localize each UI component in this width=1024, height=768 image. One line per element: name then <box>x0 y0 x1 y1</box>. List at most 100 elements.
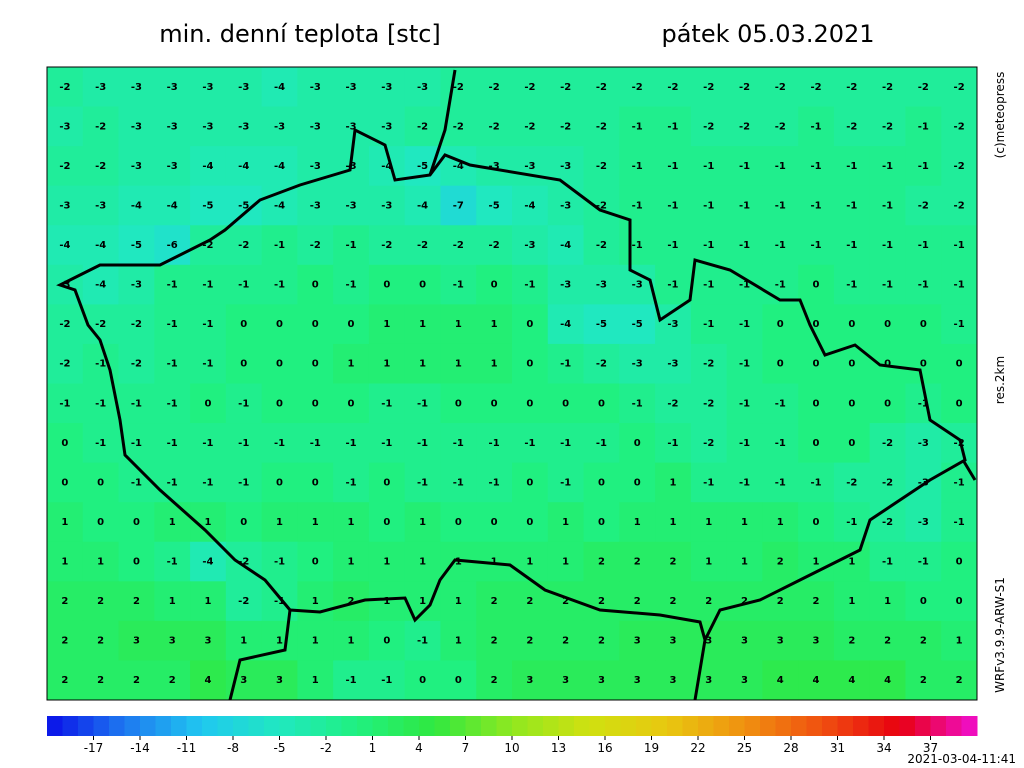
colorbar-swatch <box>171 716 187 736</box>
field-cell <box>833 423 871 464</box>
field-value: -2 <box>632 82 643 93</box>
field-value: -2 <box>703 398 714 409</box>
field-value: -1 <box>739 438 750 449</box>
field-cell <box>726 660 763 701</box>
field-cell <box>440 225 477 266</box>
colorbar-swatch <box>930 716 947 736</box>
field-value: -1 <box>59 398 70 409</box>
field-cell <box>512 541 549 582</box>
field-value: -1 <box>524 438 535 449</box>
colorbar-swatch <box>682 716 699 736</box>
field-value: -1 <box>381 398 392 409</box>
field-value: 1 <box>455 319 462 330</box>
field-value: 2 <box>348 596 355 607</box>
field-cell <box>190 383 227 424</box>
colorbar-swatch <box>915 716 931 736</box>
field-value: 1 <box>956 636 963 647</box>
field-value: -2 <box>667 82 678 93</box>
field-value: 4 <box>813 675 820 686</box>
field-value: -2 <box>238 596 249 607</box>
field-cell <box>941 660 978 701</box>
colorbar-swatch <box>760 716 776 736</box>
colorbar-swatch <box>109 716 125 736</box>
field-value: -2 <box>882 438 893 449</box>
field-cell <box>47 343 84 384</box>
colorbar-swatch <box>946 716 962 736</box>
field-value: 0 <box>133 517 140 528</box>
colorbar-swatch <box>186 716 203 736</box>
field-cell <box>798 383 835 424</box>
colorbar-swatch <box>326 716 342 736</box>
field-value: -2 <box>918 200 929 211</box>
field-value: -1 <box>632 200 643 211</box>
field-cell <box>154 304 191 345</box>
field-value: 1 <box>204 596 211 607</box>
field-cell <box>368 462 406 503</box>
field-value: -3 <box>632 280 643 291</box>
field-value: 2 <box>526 596 533 607</box>
field-cell <box>762 67 799 108</box>
field-cell <box>404 462 441 503</box>
field-value: 0 <box>348 398 355 409</box>
field-cell <box>333 660 370 701</box>
field-value: -3 <box>632 359 643 370</box>
field: -2 -3 -3 -3 -3 -3 -4 -3 -3 -3 -3 -2 -2 -2 -2 -2 -2 -2 -2 -2… <box>47 67 978 701</box>
field-value: 3 <box>669 636 676 647</box>
field-value: -3 <box>131 280 142 291</box>
field-value: 2 <box>61 675 68 686</box>
field-cell <box>440 304 477 345</box>
field-value: -3 <box>310 82 321 93</box>
field-value: 1 <box>669 477 676 488</box>
field-value: 0 <box>240 517 247 528</box>
colorbar-swatch <box>853 716 869 736</box>
field-value: 0 <box>97 517 104 528</box>
field-value: -4 <box>238 161 249 172</box>
field-value: 1 <box>562 517 569 528</box>
field-cell <box>47 462 84 503</box>
field-cell <box>225 581 263 622</box>
field-value: -1 <box>810 477 821 488</box>
colorbar-label: 37 <box>923 741 938 755</box>
field-cell <box>333 304 370 345</box>
field-value: 2 <box>598 596 605 607</box>
field-cell <box>476 67 513 108</box>
field-value: 0 <box>312 477 319 488</box>
colorbar-swatch <box>868 716 885 736</box>
border-line <box>228 69 977 701</box>
field-value: -3 <box>345 121 356 132</box>
field-value: -2 <box>524 82 535 93</box>
field-value: -4 <box>453 161 464 172</box>
field-value: -2 <box>95 121 106 132</box>
field-value: -2 <box>59 319 70 330</box>
field-value: -1 <box>810 200 821 211</box>
colorbar-label: -5 <box>274 741 286 755</box>
field-value: -3 <box>238 121 249 132</box>
field-value: -2 <box>882 121 893 132</box>
field-cell <box>905 581 942 622</box>
colorbar-swatch <box>636 716 652 736</box>
field-cell <box>333 67 370 108</box>
field-value: -2 <box>775 121 786 132</box>
field-cell <box>512 423 549 464</box>
field-value: 0 <box>526 398 533 409</box>
field-value: 3 <box>741 675 748 686</box>
field-value: 1 <box>848 596 855 607</box>
field-cell <box>941 264 978 305</box>
field-cell <box>297 423 334 464</box>
colorbar-swatch <box>713 716 730 736</box>
field-value: 0 <box>956 398 963 409</box>
field-cell <box>368 581 406 622</box>
field-cell <box>154 423 191 464</box>
field-value: -1 <box>846 517 857 528</box>
field-value: 1 <box>169 517 176 528</box>
field-value: 1 <box>383 359 390 370</box>
field-cell <box>154 581 191 622</box>
field-value: 1 <box>491 319 498 330</box>
colorbar-swatch <box>558 716 575 736</box>
field-cell <box>547 106 585 147</box>
colorbar-swatch <box>357 716 373 736</box>
field-cell <box>404 502 441 543</box>
field-cell <box>690 185 728 226</box>
field-cell <box>118 106 155 147</box>
field-cell <box>512 67 549 108</box>
